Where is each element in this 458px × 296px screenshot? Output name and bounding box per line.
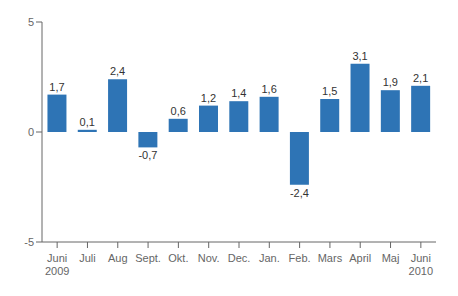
svg-text:3,1: 3,1 — [352, 50, 367, 62]
svg-text:Juli: Juli — [79, 252, 96, 264]
svg-text:Dec.: Dec. — [228, 252, 251, 264]
svg-text:0: 0 — [28, 126, 34, 138]
svg-text:Juni2010: Juni2010 — [409, 252, 433, 277]
svg-text:Jan.: Jan. — [259, 252, 280, 264]
svg-text:-0,7: -0,7 — [138, 149, 157, 161]
svg-text:1,7: 1,7 — [49, 81, 64, 93]
svg-text:2,4: 2,4 — [110, 65, 125, 77]
svg-text:0,6: 0,6 — [171, 105, 186, 117]
svg-text:1,2: 1,2 — [201, 92, 216, 104]
svg-text:1,5: 1,5 — [322, 85, 337, 97]
svg-text:Feb.: Feb. — [289, 252, 311, 264]
svg-text:Maj: Maj — [382, 252, 400, 264]
svg-text:Juni2009: Juni2009 — [45, 252, 69, 277]
svg-text:Mars: Mars — [318, 252, 343, 264]
svg-text:-5: -5 — [24, 236, 34, 248]
svg-text:5: 5 — [28, 16, 34, 28]
svg-text:0,1: 0,1 — [80, 116, 95, 128]
svg-text:1,4: 1,4 — [231, 87, 246, 99]
svg-text:1,6: 1,6 — [261, 83, 276, 95]
svg-text:1,9: 1,9 — [383, 76, 398, 88]
svg-text:April: April — [349, 252, 371, 264]
svg-text:2,1: 2,1 — [413, 72, 428, 84]
svg-text:Sept.: Sept. — [135, 252, 161, 264]
svg-text:-2,4: -2,4 — [290, 187, 309, 199]
svg-text:Aug: Aug — [108, 252, 128, 264]
svg-text:Nov.: Nov. — [198, 252, 220, 264]
svg-text:Okt.: Okt. — [168, 252, 188, 264]
